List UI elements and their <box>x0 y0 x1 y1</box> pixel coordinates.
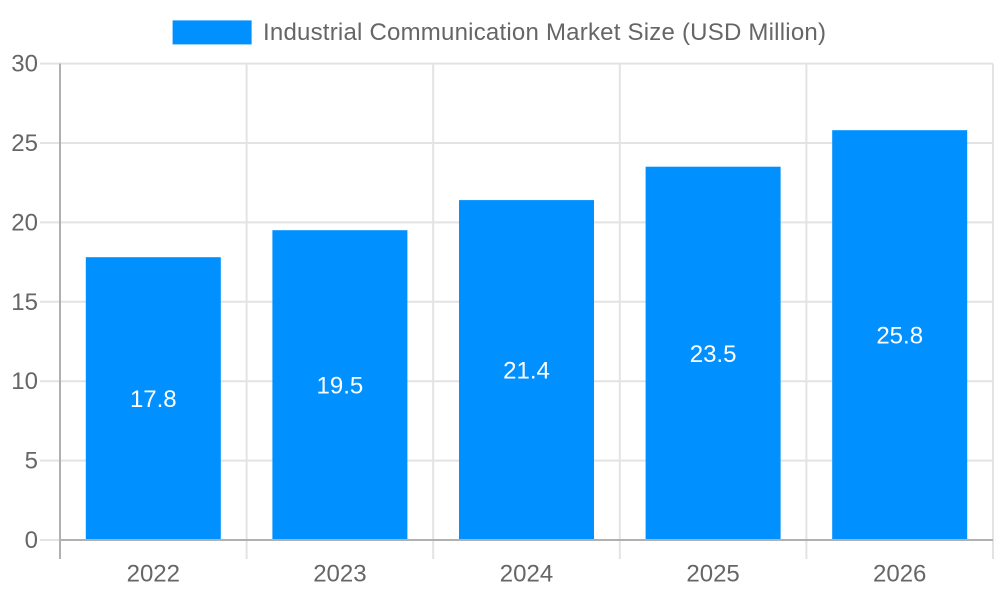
svg-text:5: 5 <box>25 448 38 475</box>
svg-text:2025: 2025 <box>686 560 739 587</box>
svg-text:2023: 2023 <box>313 560 366 587</box>
svg-text:25: 25 <box>11 130 38 157</box>
svg-text:10: 10 <box>11 368 38 395</box>
svg-text:20: 20 <box>11 209 38 236</box>
svg-text:0: 0 <box>25 527 38 554</box>
svg-text:Industrial Communication Marke: Industrial Communication Market Size (US… <box>263 19 826 46</box>
svg-text:19.5: 19.5 <box>317 373 364 400</box>
svg-text:15: 15 <box>11 289 38 316</box>
svg-text:17.8: 17.8 <box>130 386 177 413</box>
svg-text:2024: 2024 <box>500 560 553 587</box>
svg-text:23.5: 23.5 <box>690 341 737 368</box>
svg-text:21.4: 21.4 <box>503 358 550 385</box>
svg-text:2026: 2026 <box>873 560 926 587</box>
svg-text:30: 30 <box>11 51 38 78</box>
svg-text:25.8: 25.8 <box>876 323 923 350</box>
svg-text:2022: 2022 <box>127 560 180 587</box>
